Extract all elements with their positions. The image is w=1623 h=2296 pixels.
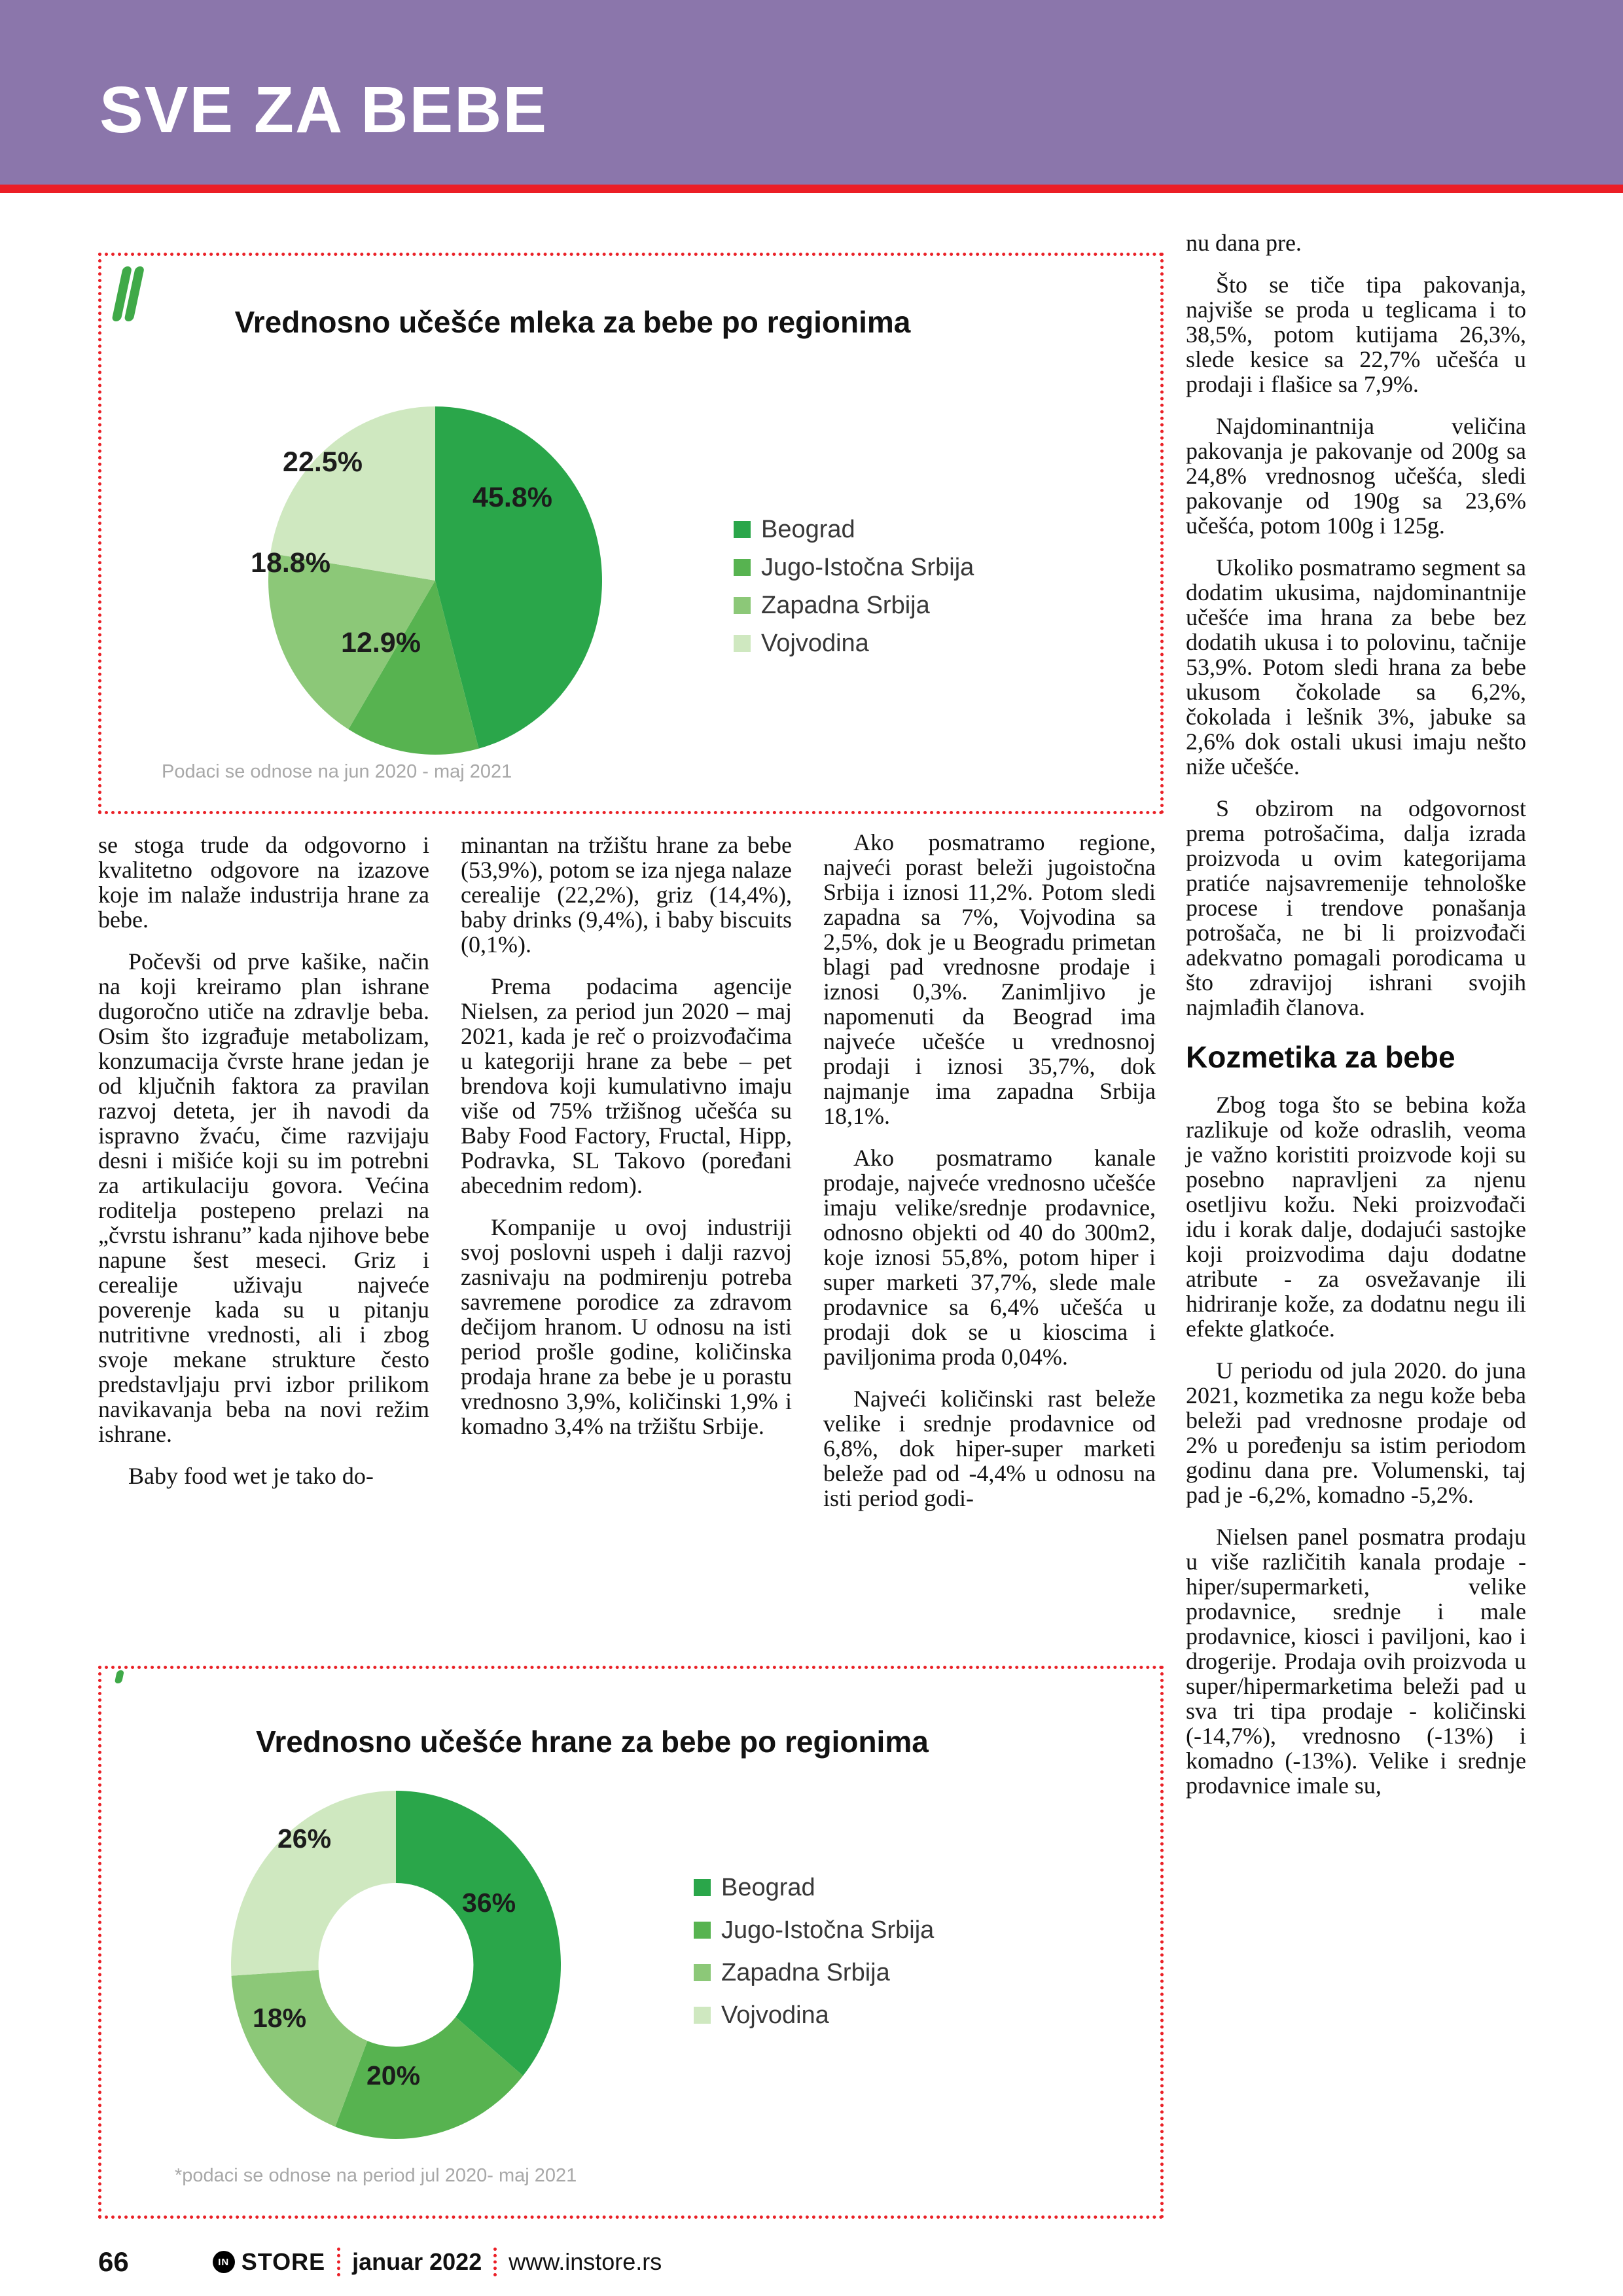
legend-label: Zapadna Srbija	[761, 591, 930, 619]
chart-title-food: Vrednosno učešće hrane za bebe po region…	[256, 1725, 929, 1759]
paragraph: Najveći količinski rast beleže velike i …	[823, 1386, 1156, 1511]
legend-item: Zapadna Srbija	[694, 1958, 934, 1987]
legend-swatch	[694, 1879, 711, 1896]
dotted-separator	[493, 2248, 497, 2276]
pie-slice-jugo-isto-na-srbija	[348, 581, 479, 755]
legend-item: Jugo-Istočna Srbija	[734, 553, 974, 582]
quote-icon	[112, 266, 144, 321]
page-footer: 66 IN STORE januar 2022 www.instore.rs	[98, 2244, 662, 2280]
value-label: 36%	[462, 1888, 516, 1918]
paragraph: Nielsen panel posmatra prodaju u više ra…	[1186, 1523, 1526, 1799]
value-label: 26%	[277, 1823, 331, 1854]
legend-label: Vojvodina	[721, 2001, 829, 2029]
pie-slice-zapadna-srbija	[231, 1969, 368, 2127]
article-column-4: nu dana pre. Što se tiče tipa pakovanja, …	[1186, 230, 1526, 2233]
paragraph: Ako posmatramo kanale prodaje, najveće v…	[823, 1145, 1156, 1370]
article-column-1: se stoga trude da odgovorno i kvalitetno…	[98, 833, 429, 1605]
paragraph: Baby food wet je tako do-	[128, 1463, 374, 1489]
legend-label: Zapadna Srbija	[721, 1958, 890, 1986]
legend-swatch	[694, 2007, 711, 2024]
legend-item: Jugo-Istočna Srbija	[694, 1916, 934, 1945]
pie-slice-vojvodina	[270, 406, 435, 581]
legend-food: Beograd Jugo-Istočna Srbija Zapadna Srbija…	[694, 1873, 934, 2030]
dotted-separator	[337, 2248, 341, 2276]
paragraph: nu dana pre.	[1186, 230, 1302, 256]
value-label: 12.9%	[341, 627, 421, 658]
value-label: 45.8%	[473, 482, 552, 513]
website-url: www.instore.rs	[508, 2248, 662, 2275]
page-number: 66	[98, 2246, 129, 2277]
pie-slice-jugo-isto-na-srbija	[335, 2017, 524, 2139]
legend-item: Beograd	[694, 1873, 934, 1902]
pie-slice-beograd	[396, 1791, 562, 2076]
paragraph: U periodu od jula 2020. do juna 2021, ko…	[1186, 1357, 1526, 1508]
food-donut-chart: 36% 20% 18% 26%	[231, 1791, 562, 2139]
paragraph: Ukoliko posmatramo segment sa dodatim uk…	[1186, 554, 1526, 780]
legend-swatch	[694, 1922, 711, 1939]
paragraph: Ako posmatramo regione, najveći porast b…	[823, 829, 1156, 1129]
chart-box-milk: Vrednosno učešće mleka za bebe po region…	[98, 253, 1164, 814]
article-column-2: minantan na tržištu hrane za bebe (53,9%…	[461, 833, 792, 1644]
paragraph: Najdominantnija veličina pakovanja je pa…	[1186, 413, 1526, 539]
chart-box-food: Vrednosno učešće hrane za bebe po region…	[98, 1666, 1164, 2219]
value-label: 18.8%	[251, 547, 330, 579]
legend-swatch	[734, 521, 751, 538]
issue-date: januar 2022	[352, 2248, 482, 2275]
page-title: SVE ZA BEBE	[99, 73, 548, 147]
legend-item: Zapadna Srbija	[734, 591, 974, 620]
pie-slice-beograd	[435, 406, 602, 749]
legend-label: Beograd	[761, 515, 855, 543]
paragraph: Prema podacima agencije Nielsen, za peri…	[461, 973, 792, 1198]
quote-icon-clipped	[115, 1670, 124, 1683]
legend-item: Vojvodina	[734, 629, 974, 658]
legend-label: Jugo-Istočna Srbija	[721, 1916, 935, 1944]
paragraph: Što se tiče tipa pakovanja, najviše se p…	[1186, 272, 1526, 397]
legend-swatch	[734, 559, 751, 576]
legend-item: Beograd	[734, 515, 974, 544]
paragraph: S obzirom na odgovornost prema potrošači…	[1186, 795, 1526, 1020]
value-label: 20%	[366, 2060, 420, 2090]
pie-slice-zapadna-srbija	[268, 553, 435, 730]
article-column-3: Ako posmatramo regione, najveći porast b…	[823, 830, 1156, 1661]
paragraph: Kompanije u ovoj industriji svoj poslovn…	[461, 1214, 792, 1439]
legend-swatch	[734, 597, 751, 614]
legend-swatch	[734, 635, 751, 652]
chart-footnote-food: *podaci se odnose na period jul 2020- ma…	[175, 2165, 577, 2186]
paragraph: Zbog toga što se bebina koža razlikuje o…	[1186, 1091, 1526, 1342]
value-label: 22.5%	[283, 446, 363, 478]
paragraph: minantan na tržištu hrane za bebe (53,9%…	[461, 832, 792, 958]
section-heading: Kozmetika za bebe	[1186, 1040, 1455, 1074]
chart-title-milk: Vrednosno učešće mleka za bebe po region…	[234, 305, 911, 339]
paragraph: Počevši od prve kašike, način na koji kr…	[98, 948, 429, 1447]
legend-item: Vojvodina	[694, 2001, 934, 2030]
legend-label: Vojvodina	[761, 629, 869, 657]
legend-label: Jugo-Istočna Srbija	[761, 553, 974, 581]
legend-swatch	[694, 1964, 711, 1981]
brand-name: STORE	[241, 2248, 326, 2275]
header-band	[0, 0, 1623, 185]
header-red-rule	[0, 185, 1623, 193]
legend-label: Beograd	[721, 1873, 815, 1901]
paragraph: se stoga trude da odgovorno i kvalitetno…	[98, 832, 429, 933]
pie-slice-vojvodina	[231, 1791, 396, 1976]
value-label: 18%	[253, 2003, 306, 2033]
legend-milk: Beograd Jugo-Istočna Srbija Zapadna Srbija…	[734, 515, 974, 658]
milk-pie-chart: 45.8% 12.9% 18.8% 22.5%	[251, 406, 602, 755]
chart-footnote-milk: Podaci se odnose na jun 2020 - maj 2021	[162, 761, 512, 782]
instore-logo-icon: IN	[212, 2251, 235, 2273]
